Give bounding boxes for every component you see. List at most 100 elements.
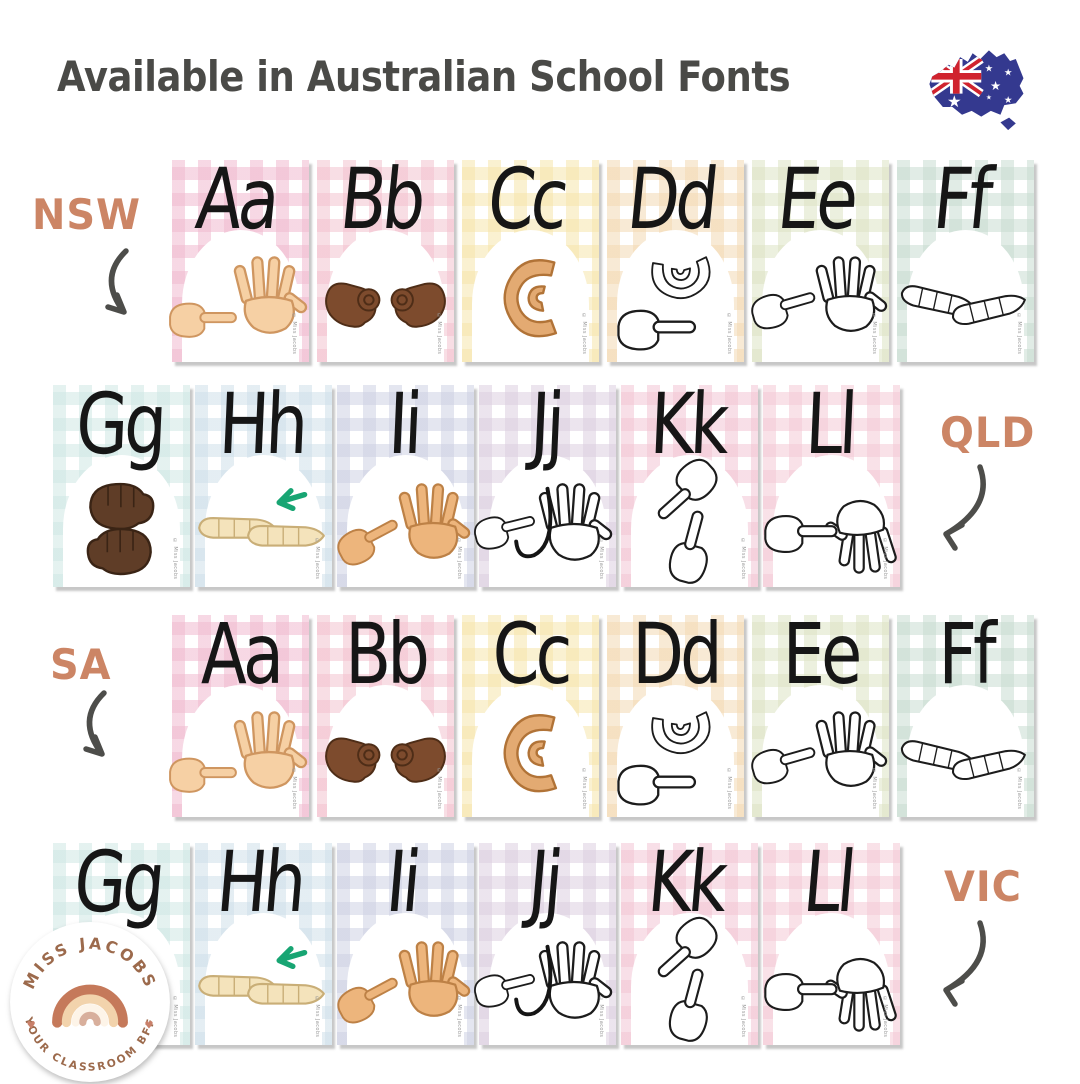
page-title: Available in Australian School Fonts — [57, 52, 791, 101]
card-credit: © Miss Jacobs — [291, 767, 297, 809]
alphabet-card: Bb © Miss Jacobs — [317, 150, 454, 362]
card-credit: © Miss Jacobs — [314, 537, 320, 579]
svg-text:★: ★ — [986, 93, 992, 101]
alphabet-card: Dd © Miss Jacobs — [607, 150, 744, 362]
card-credit: © Miss Jacobs — [172, 995, 178, 1037]
card-letters: Bb — [345, 605, 430, 703]
auslan-e-hand-sign-icon — [747, 710, 890, 789]
state-label-qld: QLD — [940, 408, 1036, 457]
auslan-b-hand-sign-icon — [325, 737, 446, 783]
card-credit: © Miss Jacobs — [1016, 767, 1022, 809]
card-credit: © Miss Jacobs — [598, 995, 604, 1037]
australia-flag-map-icon: ★ ★ ★ ★ ★ ★ — [929, 50, 1024, 131]
card-letters: Aa — [200, 605, 284, 703]
alphabet-card: Ff © Miss Jacobs — [897, 150, 1034, 362]
auslan-k-hand-sign-icon — [645, 910, 725, 1046]
auslan-b-hand-sign-icon — [325, 282, 446, 328]
card-letters: Hh — [217, 375, 307, 473]
card-credit: © Miss Jacobs — [314, 995, 320, 1037]
state-label-sa: SA — [50, 640, 112, 689]
auslan-c-hand-sign-icon — [503, 713, 558, 793]
card-letters: Gg — [70, 833, 166, 931]
card-credit: © Miss Jacobs — [740, 537, 746, 579]
alphabet-card: Ll © Miss Jacobs — [763, 375, 900, 587]
heart-icon: ♥ — [26, 1020, 35, 1032]
card-credit: © Miss Jacobs — [581, 312, 587, 354]
state-label-nsw: NSW — [32, 190, 141, 239]
card-letters: Ll — [803, 375, 856, 473]
card-credit: © Miss Jacobs — [172, 537, 178, 579]
card-letters: Ll — [799, 833, 857, 931]
card-letters: Aa — [191, 150, 281, 248]
card-credit: © Miss Jacobs — [456, 995, 462, 1037]
auslan-d-hand-sign-icon — [617, 711, 713, 806]
alphabet-card: Cc © Miss Jacobs — [462, 150, 599, 362]
svg-text:★: ★ — [1004, 95, 1013, 106]
card-letters: Cc — [483, 150, 570, 248]
auslan-g-hand-sign-icon — [86, 482, 155, 576]
auslan-i-hand-sign-icon — [332, 482, 473, 571]
card-credit: © Miss Jacobs — [871, 767, 877, 809]
card-letters: Ff — [938, 605, 996, 703]
auslan-j-hand-sign-icon — [471, 482, 615, 561]
alphabet-card: Jj © Miss Jacobs — [471, 375, 616, 587]
alphabet-card: Aa © Miss Jacobs — [169, 150, 310, 362]
card-row-nsw: Aa © Miss Jacobs Bb © Miss Jacobs Cc © Miss J… — [169, 150, 1034, 362]
auslan-a-hand-sign-icon — [169, 710, 310, 793]
auslan-l-hand-sign-icon — [764, 497, 899, 577]
card-credit: © Miss Jacobs — [456, 537, 462, 579]
j-motion-curve — [514, 944, 553, 1017]
h-motion-arrow-icon — [276, 488, 308, 512]
auslan-l-hand-sign-icon — [764, 955, 899, 1035]
svg-text:★: ★ — [1004, 67, 1013, 78]
auslan-i-hand-sign-icon — [332, 940, 473, 1029]
auslan-d-hand-sign-icon — [617, 256, 713, 351]
card-letters: Ff — [929, 150, 994, 248]
svg-text:★: ★ — [985, 64, 994, 75]
boho-rainbow-icon — [52, 984, 128, 1028]
card-letters: Bb — [336, 150, 427, 248]
auslan-c-hand-sign-icon — [503, 258, 558, 338]
auslan-f-hand-sign-icon — [898, 282, 1029, 329]
card-letters: Jj — [528, 375, 564, 473]
auslan-h-hand-sign-icon — [197, 488, 326, 547]
alphabet-card: Ll © Miss Jacobs — [763, 833, 900, 1045]
card-letters: Dd — [623, 150, 720, 248]
card-row-sa: Aa © Miss Jacobs Bb © Miss Jacobs Cc © Miss J… — [169, 610, 1034, 817]
card-credit: © Miss Jacobs — [882, 995, 888, 1037]
card-credit: © Miss Jacobs — [598, 537, 604, 579]
alphabet-card: Ff © Miss Jacobs — [897, 610, 1034, 817]
card-credit: © Miss Jacobs — [726, 767, 732, 809]
auslan-a-hand-sign-icon — [169, 255, 310, 338]
curved-arrow-icon-vic — [943, 920, 986, 1007]
alphabet-card: Ee © Miss Jacobs — [747, 610, 890, 817]
card-credit: © Miss Jacobs — [871, 312, 877, 354]
card-row-qld: Gg © Miss Jacobs Hh © Miss Jacobs Ii © Miss J… — [53, 375, 900, 588]
alphabet-card: Cc © Miss Jacobs — [462, 610, 599, 817]
alphabet-card: Dd © Miss Jacobs — [607, 610, 744, 817]
auslan-e-hand-sign-icon — [747, 255, 890, 334]
svg-text:★: ★ — [990, 78, 1001, 93]
h-motion-arrow-icon — [276, 946, 308, 970]
alphabet-card: Kk © Miss Jacobs — [621, 833, 758, 1046]
card-credit: © Miss Jacobs — [1016, 312, 1022, 354]
state-label-vic: VIC — [944, 862, 1022, 911]
auslan-h-hand-sign-icon — [197, 946, 326, 1005]
card-credit: © Miss Jacobs — [436, 767, 442, 809]
alphabet-card: Ee © Miss Jacobs — [747, 150, 890, 362]
auslan-f-hand-sign-icon — [898, 737, 1029, 784]
card-letters: Ee — [782, 605, 863, 703]
card-credit: © Miss Jacobs — [291, 312, 297, 354]
heart-icon: ♥ — [144, 1020, 153, 1032]
alphabet-card: Aa © Miss Jacobs — [169, 610, 310, 817]
auslan-j-hand-sign-icon — [471, 940, 615, 1019]
svg-text:★: ★ — [947, 92, 962, 111]
alphabet-card: Bb © Miss Jacobs — [317, 610, 454, 817]
alphabet-card: Gg © Miss Jacobs — [53, 375, 190, 587]
card-letters: Hh — [213, 833, 307, 931]
alphabet-card: Jj © Miss Jacobs — [471, 833, 616, 1045]
card-letters: Kk — [644, 833, 728, 931]
card-letters: Jj — [524, 833, 564, 931]
alphabet-card: Hh © Miss Jacobs — [195, 375, 332, 587]
j-motion-curve — [514, 486, 553, 559]
